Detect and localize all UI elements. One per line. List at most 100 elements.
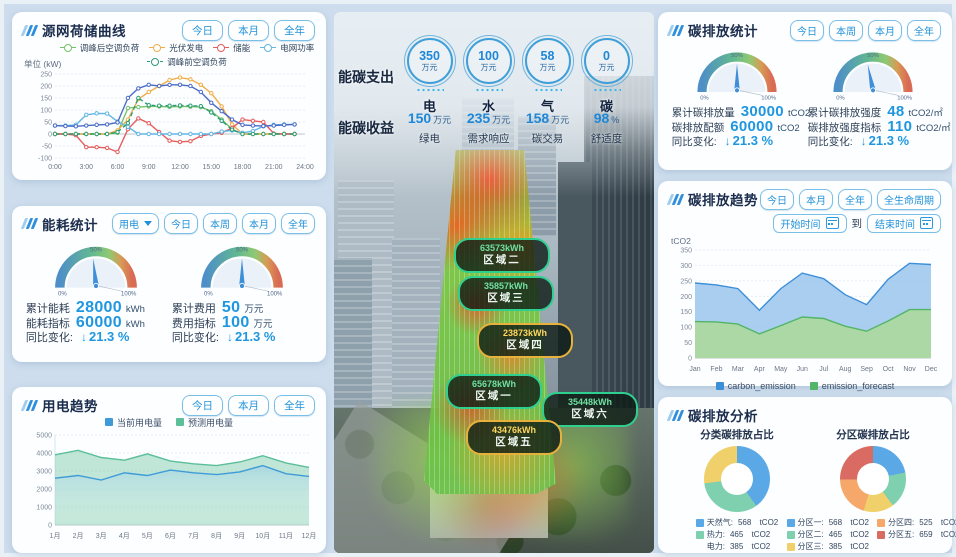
svg-text:100%: 100% [897, 96, 912, 102]
svg-text:0%: 0% [204, 291, 213, 297]
svg-text:3000: 3000 [36, 469, 52, 476]
zone-badge-4[interactable]: 23873kWh 区域四 [477, 323, 573, 359]
year-button[interactable]: 全年 [281, 213, 315, 234]
square-marker-icon [786, 518, 795, 527]
svg-text:150: 150 [680, 309, 692, 316]
donut-subtitle: 分区碳排放占比 [836, 429, 910, 441]
zone-badge-5[interactable]: 43476kWh 区域五 [466, 420, 562, 456]
svg-text:0: 0 [688, 356, 692, 363]
gauges-row: 0% 50% 100% 累计碳排放量 30000 tCO2 碳排放配额 60000 tCO2… [669, 42, 951, 148]
legend-item: 预测用电量 [176, 416, 233, 429]
zone-badge-2[interactable]: 63573kWh 区域二 [454, 238, 550, 274]
svg-text:Nov: Nov [903, 366, 916, 373]
stat-value: 100 [221, 313, 250, 331]
left-column: 源网荷储曲线 今日 本月 全年 调峰后空调负荷 光伏发电 储能 电网功率 调峰前… [12, 12, 326, 553]
today-button[interactable]: 今日 [790, 19, 824, 41]
year-button[interactable]: 全年 [274, 19, 315, 41]
panel-carbon-stats: 碳排放统计 今日 本周 本月 全年 0% 50% 100% 累计碳排放量 30000 t… [658, 12, 952, 170]
lifecycle-button[interactable]: 全生命周期 [877, 188, 941, 210]
year-button[interactable]: 全年 [907, 19, 941, 41]
panel-header: 用电趋势 今日 本月 全年 [20, 394, 315, 416]
today-button[interactable]: 今日 [760, 188, 794, 210]
svg-text:100: 100 [40, 108, 52, 115]
panel-title: 碳排放分析 [688, 409, 758, 424]
svg-text:200: 200 [680, 294, 692, 301]
today-button[interactable]: 今日 [182, 394, 223, 416]
down-arrow-icon: ↓ [226, 329, 233, 344]
start-date-picker[interactable]: 开始时间 [772, 213, 847, 233]
svg-text:150: 150 [40, 96, 52, 103]
month-button[interactable]: 本月 [228, 394, 269, 416]
svg-text:15:00: 15:00 [202, 164, 220, 171]
month-button[interactable]: 本月 [868, 19, 902, 41]
line-circle-marker-icon [59, 43, 76, 53]
svg-text:8月: 8月 [211, 532, 222, 540]
svg-text:0: 0 [48, 132, 52, 139]
stat-value: 60000 [75, 313, 122, 331]
period-buttons: 今日 本月 全年 [182, 394, 315, 416]
svg-text:Sep: Sep [860, 366, 873, 373]
period-buttons: 用电 今日 本周 本月 全年 [112, 213, 315, 234]
month-button[interactable]: 本月 [228, 19, 269, 41]
expense-item-gas: 58 万元 气 [518, 35, 577, 115]
square-marker-icon [176, 418, 184, 426]
energy-type-dropdown[interactable]: 用电 [112, 213, 159, 234]
panel-header: 能耗统计 用电 今日 本周 本月 全年 [20, 213, 315, 234]
zone-donut-block: 分区碳排放占比 分区一568 tCO2 分区二465 tCO2 分区三385 t… [786, 427, 956, 552]
gauge-stats: 累计碳排放量 30000 tCO2 碳排放配额 60000 tCO2 同比变化: ↓ 21.… [671, 103, 810, 148]
week-button[interactable]: 本周 [829, 19, 863, 41]
stat-unit: tCO2/㎡ [908, 108, 943, 119]
svg-text:24:00: 24:00 [296, 164, 314, 171]
stat-unit: tCO2/㎡ [916, 123, 951, 134]
month-button[interactable]: 本月 [242, 213, 276, 234]
period-buttons: 今日 本月 全年 全生命周期 [760, 188, 941, 210]
energy-carbon-overlay: 能碳支出 350 万元 电 100 万元 水 58 万元 [334, 12, 654, 172]
stat-value: 110 [887, 118, 913, 135]
today-button[interactable]: 今日 [182, 19, 223, 41]
svg-text:Dec: Dec [925, 366, 938, 373]
svg-text:0:00: 0:00 [48, 164, 62, 171]
zone-badge-1[interactable]: 65678kWh 区域一 [446, 374, 542, 410]
yoy-value: 21.3 % [234, 328, 276, 344]
stat-label: 碳排放配额 [671, 122, 725, 134]
panel-energy-stats: 能耗统计 用电 今日 本周 本月 全年 0% 50% 100% 累计能耗 28000 k… [12, 205, 326, 362]
legend-item: 分区四525 tCO2 [877, 517, 956, 528]
load-curve-chart: -100 -50 0 50 100 150 200 250 0:00 3:00 6:00 9:00 12… [38, 72, 314, 172]
legend-item: 分区五659 tCO2 [877, 529, 956, 540]
donut-subtitle: 分类碳排放占比 [700, 429, 774, 441]
month-button[interactable]: 本月 [799, 188, 833, 210]
panel-title: 用电趋势 [42, 399, 98, 414]
svg-text:50: 50 [684, 340, 692, 347]
expense-item-carbon: 0 万元 碳 [577, 35, 636, 115]
year-button[interactable]: 全年 [274, 394, 315, 416]
yoy-value: 21.3 % [732, 133, 774, 148]
svg-text:300: 300 [680, 263, 692, 270]
svg-text:18:00: 18:00 [234, 164, 252, 171]
svg-text:5月: 5月 [142, 532, 153, 540]
zone-badge-3[interactable]: 35857kWh 区域三 [458, 276, 554, 312]
year-button[interactable]: 全年 [838, 188, 872, 210]
svg-text:0: 0 [48, 523, 52, 530]
square-marker-icon [695, 518, 704, 527]
income-row: 能碳收益 150 万元 绿电 235 万元 需求响应 158 万元 碳交易 98% 舒适度 [338, 110, 654, 146]
stat-value: 48 [887, 103, 905, 120]
income-label: 能碳收益 [338, 120, 394, 136]
chevron-down-icon [144, 221, 152, 226]
legend-item: 调峰后空调负荷 [59, 42, 139, 54]
end-date-picker[interactable]: 结束时间 [867, 213, 941, 233]
svg-text:Mar: Mar [732, 366, 745, 373]
income-item-carbon-trade: 158 万元 碳交易 [525, 110, 570, 145]
panel-carbon-analysis: 碳排放分析 分类碳排放占比 天然气568 tCO2 热力465 tCO2 电力3… [658, 397, 956, 553]
square-marker-icon [877, 518, 885, 527]
panel-load-curve: 源网荷储曲线 今日 本月 全年 调峰后空调负荷 光伏发电 储能 电网功率 调峰前… [12, 12, 326, 180]
today-button[interactable]: 今日 [164, 213, 198, 234]
zone-badge-6[interactable]: 35448kWh 区域六 [542, 392, 638, 428]
legend-item: emission_forecast [809, 381, 894, 391]
week-button[interactable]: 本周 [203, 213, 237, 234]
svg-text:Jun: Jun [797, 366, 808, 373]
period-buttons: 今日 本月 全年 [182, 19, 315, 41]
svg-text:11月: 11月 [279, 532, 293, 540]
square-marker-icon [695, 530, 704, 539]
svg-text:0%: 0% [836, 96, 844, 102]
